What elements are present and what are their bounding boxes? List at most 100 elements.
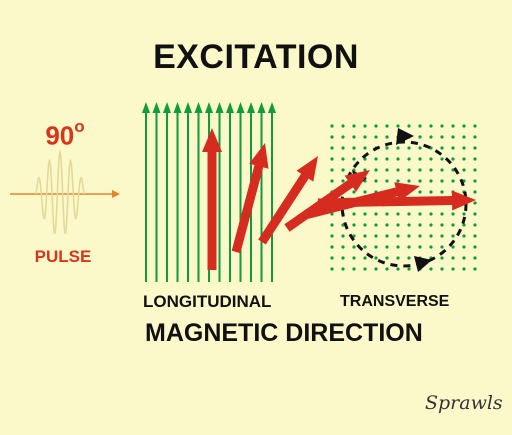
field-dot [341,135,345,139]
field-dot [473,168,477,172]
field-dot [385,256,389,260]
field-dot [385,157,389,161]
field-dot [418,168,422,172]
field-dot [407,234,411,238]
field-dot [330,256,334,260]
field-dot [374,267,378,271]
field-dot [385,267,389,271]
field-dot [451,245,455,249]
rf-pulse [10,149,120,235]
field-dot [407,157,411,161]
field-dot [462,245,466,249]
field-dot [418,245,422,249]
field-dot [407,146,411,150]
field-dot [462,124,466,128]
field-dot [341,256,345,260]
field-dot [396,179,400,183]
field-dot [462,267,466,271]
field-dot [341,146,345,150]
longitudinal-field-lines [142,102,276,282]
field-dot [473,201,477,205]
field-dot [462,168,466,172]
field-dot [352,135,356,139]
field-dot [374,179,378,183]
field-dot [374,135,378,139]
field-line-arrowhead [257,102,266,113]
field-dot [352,157,356,161]
field-dot [396,234,400,238]
field-dot [341,234,345,238]
field-dot [330,267,334,271]
field-dot [418,124,422,128]
field-dot [429,135,433,139]
longitudinal-label: LONGITUDINAL [143,292,272,311]
field-dot [429,245,433,249]
pulse-arrowhead [112,190,120,198]
field-dot [407,256,411,260]
field-dot [396,223,400,227]
field-dot [451,135,455,139]
field-dot [330,245,334,249]
field-dot [363,146,367,150]
field-dot [330,234,334,238]
field-dot [418,234,422,238]
field-dot [440,212,444,216]
field-dot [374,256,378,260]
degree-symbol: o [74,117,85,136]
pulse-angle-value: 90 [45,120,75,151]
field-dot [352,256,356,260]
pulse-waveform [35,149,85,235]
field-line-arrowhead [226,102,234,113]
field-dot [440,267,444,271]
field-dot [352,267,356,271]
field-dot [440,179,444,183]
author-signature: Sprawls [425,392,503,414]
field-dot [363,267,367,271]
field-dot [451,256,455,260]
field-line-arrowhead [194,102,203,113]
field-line-arrowhead [173,102,182,113]
magnetization-arrow [231,143,269,254]
magnetization-arrow [258,156,318,245]
field-dot [330,179,334,183]
field-dot [352,190,356,194]
field-dot [451,157,455,161]
field-dot [418,223,422,227]
field-dot [418,179,422,183]
field-line-arrowhead [163,102,171,113]
magnetization-arrow [317,190,476,211]
field-dot [440,135,444,139]
field-dot [429,223,433,227]
field-dot [396,256,400,260]
field-dot [341,124,345,128]
field-dot [407,267,411,271]
field-dot [451,146,455,150]
field-dot [473,267,477,271]
field-dot [407,223,411,227]
field-dot [429,168,433,172]
field-dot [396,267,400,271]
field-dot [352,245,356,249]
field-line-arrowhead [215,102,224,113]
field-dot [462,256,466,260]
field-dot [462,223,466,227]
field-dot [330,168,334,172]
field-dot [385,234,389,238]
field-line-arrowhead [247,102,255,113]
field-dot [352,223,356,227]
field-dot [429,234,433,238]
field-dot [363,135,367,139]
magnetization-arrow [202,128,222,270]
field-dot [341,245,345,249]
field-dot [396,146,400,150]
field-line-arrowhead [142,102,150,113]
field-dot [330,135,334,139]
field-dot [407,124,411,128]
field-dot [418,190,422,194]
field-dot [352,124,356,128]
rotation-arrowhead-bottom [414,256,432,272]
field-dot [385,168,389,172]
field-dot [429,124,433,128]
field-dot [396,168,400,172]
